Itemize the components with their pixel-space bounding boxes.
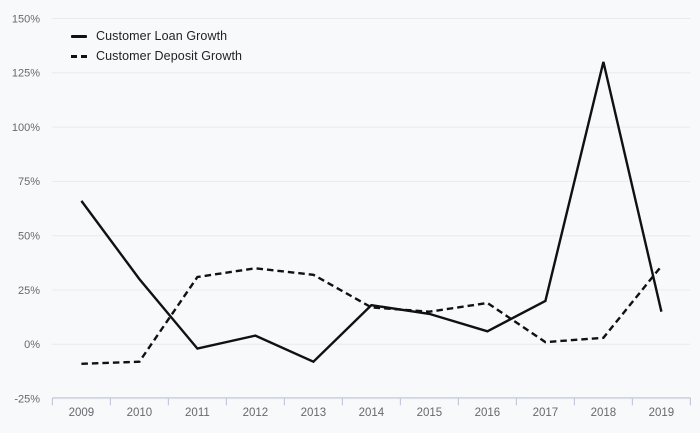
- x-tick-label: 2017: [533, 407, 559, 419]
- x-tick-label: 2019: [649, 407, 675, 419]
- y-tick-label: 150%: [12, 13, 40, 25]
- customer-deposit-growth-line: [81, 265, 663, 365]
- customer-loan-growth-line: [80, 61, 663, 364]
- chart-legend: Customer Loan Growth Customer Deposit Gr…: [71, 26, 242, 66]
- y-tick-label: 25%: [18, 285, 40, 297]
- solid-line-swatch: [71, 34, 87, 38]
- x-tick-label: 2010: [127, 407, 153, 419]
- y-tick-label: 125%: [12, 68, 40, 80]
- x-tick-label: 2014: [359, 407, 385, 419]
- y-tick-label: -25%: [14, 393, 40, 405]
- x-tick-label: 2016: [475, 407, 501, 419]
- legend-item-customer-loan-growth: Customer Loan Growth: [71, 26, 242, 46]
- x-tick-label: 2013: [301, 407, 327, 419]
- dashed-line-swatch: [71, 54, 87, 58]
- x-tick-label: 2015: [417, 407, 443, 419]
- y-tick-label: 75%: [18, 176, 40, 188]
- y-tick-label: 100%: [12, 122, 40, 134]
- x-tick-label: 2012: [243, 407, 269, 419]
- x-tick-label: 2018: [591, 407, 617, 419]
- legend-label-deposit: Customer Deposit Growth: [96, 49, 243, 63]
- y-tick-label: 0%: [24, 339, 40, 351]
- legend-label-loan: Customer Loan Growth: [96, 29, 228, 43]
- legend-item-customer-deposit-growth: Customer Deposit Growth: [71, 46, 242, 66]
- y-tick-label: 50%: [18, 231, 40, 243]
- x-tick-label: 2009: [69, 407, 95, 419]
- x-tick-label: 2011: [185, 407, 210, 419]
